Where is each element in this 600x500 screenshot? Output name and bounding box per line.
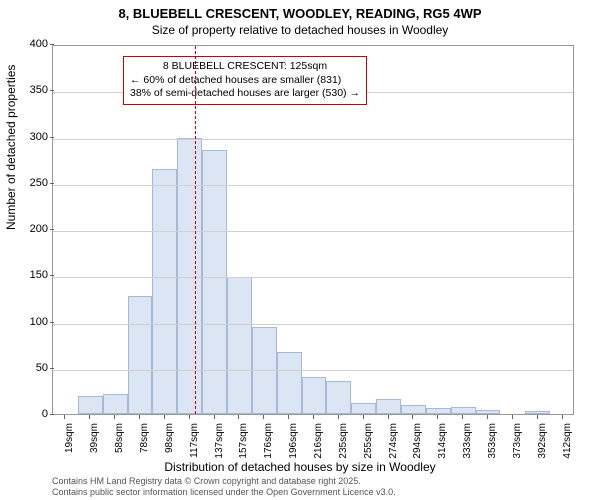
x-tick-mark bbox=[238, 415, 239, 419]
x-tick-mark bbox=[64, 415, 65, 419]
x-tick-mark bbox=[189, 415, 190, 419]
x-tick-mark bbox=[487, 415, 488, 419]
gridline bbox=[53, 231, 573, 232]
x-tick-label: 392sqm bbox=[537, 423, 548, 463]
x-tick-label: 373sqm bbox=[512, 423, 523, 463]
x-tick-label: 78sqm bbox=[139, 423, 150, 463]
histogram-bar bbox=[152, 169, 177, 414]
gridline bbox=[53, 185, 573, 186]
y-tick-label: 400 bbox=[8, 38, 48, 50]
y-tick-label: 250 bbox=[8, 177, 48, 189]
property-marker-line bbox=[195, 46, 196, 414]
x-tick-label: 117sqm bbox=[189, 423, 200, 463]
x-tick-mark bbox=[412, 415, 413, 419]
x-tick-mark bbox=[214, 415, 215, 419]
gridline bbox=[53, 139, 573, 140]
x-tick-label: 98sqm bbox=[164, 423, 175, 463]
y-tick-label: 350 bbox=[8, 84, 48, 96]
x-tick-mark bbox=[89, 415, 90, 419]
x-tick-mark bbox=[263, 415, 264, 419]
histogram-bar bbox=[277, 352, 302, 414]
x-tick-label: 58sqm bbox=[114, 423, 125, 463]
y-tick-label: 100 bbox=[8, 316, 48, 328]
callout-line-3: 38% of semi-detached houses are larger (… bbox=[130, 87, 360, 101]
gridline bbox=[53, 277, 573, 278]
histogram-bar bbox=[376, 399, 401, 414]
callout-line-1: 8 BLUEBELL CRESCENT: 125sqm bbox=[130, 60, 360, 74]
x-tick-mark bbox=[139, 415, 140, 419]
x-tick-label: 412sqm bbox=[562, 423, 573, 463]
x-tick-label: 353sqm bbox=[487, 423, 498, 463]
histogram-bar bbox=[326, 381, 351, 414]
x-tick-label: 274sqm bbox=[388, 423, 399, 463]
x-tick-label: 314sqm bbox=[437, 423, 448, 463]
callout-line-2: ← 60% of detached houses are smaller (83… bbox=[130, 74, 360, 88]
histogram-bar bbox=[202, 150, 227, 414]
histogram-bar bbox=[451, 407, 476, 414]
x-tick-mark bbox=[462, 415, 463, 419]
y-tick-label: 0 bbox=[8, 408, 48, 420]
y-tick-label: 300 bbox=[8, 131, 48, 143]
gridline bbox=[53, 370, 573, 371]
x-tick-label: 157sqm bbox=[238, 423, 249, 463]
x-tick-mark bbox=[288, 415, 289, 419]
y-tick-label: 200 bbox=[8, 223, 48, 235]
x-tick-mark bbox=[537, 415, 538, 419]
x-tick-mark bbox=[338, 415, 339, 419]
chart-subtitle: Size of property relative to detached ho… bbox=[0, 21, 600, 37]
y-tick-label: 150 bbox=[8, 269, 48, 281]
histogram-bar bbox=[227, 277, 252, 414]
x-tick-mark bbox=[363, 415, 364, 419]
x-tick-mark bbox=[388, 415, 389, 419]
x-tick-label: 19sqm bbox=[64, 423, 75, 463]
histogram-bar bbox=[177, 138, 202, 414]
callout-box: 8 BLUEBELL CRESCENT: 125sqm ← 60% of det… bbox=[123, 56, 367, 105]
footer-line-2: Contains public sector information licen… bbox=[52, 487, 396, 498]
chart-title: 8, BLUEBELL CRESCENT, WOODLEY, READING, … bbox=[0, 0, 600, 21]
y-tick-label: 50 bbox=[8, 362, 48, 374]
gridline bbox=[53, 324, 573, 325]
x-tick-label: 294sqm bbox=[412, 423, 423, 463]
x-tick-mark bbox=[437, 415, 438, 419]
x-tick-label: 235sqm bbox=[338, 423, 349, 463]
x-tick-label: 216sqm bbox=[313, 423, 324, 463]
x-tick-label: 39sqm bbox=[89, 423, 100, 463]
footer-attribution: Contains HM Land Registry data © Crown c… bbox=[52, 476, 396, 498]
histogram-bar bbox=[78, 396, 103, 415]
histogram-bar bbox=[401, 405, 426, 414]
histogram-bar bbox=[476, 410, 501, 414]
histogram-bar bbox=[302, 377, 327, 414]
x-tick-label: 176sqm bbox=[263, 423, 274, 463]
histogram-bar bbox=[525, 411, 550, 414]
chart-plot-area: 8 BLUEBELL CRESCENT: 125sqm ← 60% of det… bbox=[52, 45, 574, 415]
histogram-bar bbox=[103, 394, 128, 414]
x-tick-label: 137sqm bbox=[214, 423, 225, 463]
histogram-bar bbox=[351, 403, 376, 414]
x-tick-label: 333sqm bbox=[462, 423, 473, 463]
x-tick-mark bbox=[164, 415, 165, 419]
histogram-bar bbox=[128, 296, 153, 414]
x-tick-label: 196sqm bbox=[288, 423, 299, 463]
x-tick-mark bbox=[313, 415, 314, 419]
x-tick-mark bbox=[562, 415, 563, 419]
histogram-bar bbox=[426, 408, 451, 414]
x-tick-mark bbox=[114, 415, 115, 419]
x-tick-label: 255sqm bbox=[363, 423, 374, 463]
footer-line-1: Contains HM Land Registry data © Crown c… bbox=[52, 476, 396, 487]
x-tick-mark bbox=[512, 415, 513, 419]
